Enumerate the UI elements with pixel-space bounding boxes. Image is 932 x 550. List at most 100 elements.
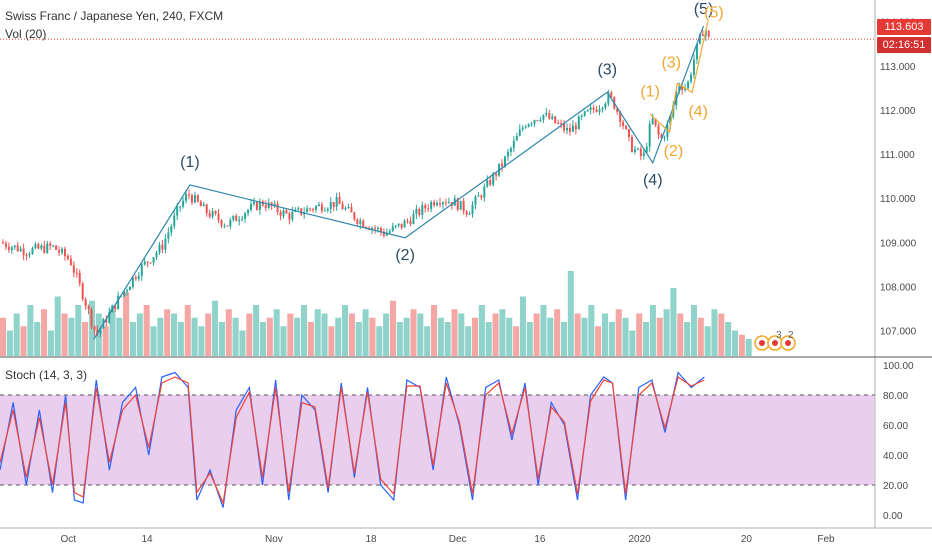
candle-body: [205, 204, 208, 214]
candle-body: [397, 223, 400, 226]
candle-body: [300, 208, 303, 215]
candle-body: [291, 211, 294, 220]
candle-body: [22, 248, 25, 256]
candle-body: [190, 195, 193, 203]
candle-body: [412, 214, 415, 224]
chart-title: Swiss Franc / Japanese Yen, 240, FXCM: [5, 9, 224, 23]
candle-body: [161, 244, 164, 250]
price-tick-label: 112.000: [880, 106, 916, 117]
candle-body: [409, 220, 412, 224]
candle-body: [128, 286, 131, 291]
candle-body: [176, 206, 179, 216]
volume-bar: [731, 330, 739, 356]
candle-body: [595, 109, 598, 112]
candle-body: [512, 140, 515, 149]
price-tick-label: 109.000: [880, 238, 917, 249]
candle-body: [480, 195, 483, 198]
volume-bar: [417, 313, 424, 356]
candle-body: [560, 123, 563, 125]
volume-bar: [177, 322, 184, 356]
volume-bar: [348, 313, 355, 356]
candle-body: [365, 227, 368, 229]
volume-bar: [13, 313, 20, 356]
volume-bar: [472, 317, 479, 356]
candle-body: [158, 244, 161, 253]
candle-body: [258, 201, 261, 210]
candle-body: [87, 305, 90, 310]
candle-body: [533, 120, 536, 124]
candle-body: [400, 223, 403, 228]
candle-body: [131, 277, 134, 287]
volume-bar: [20, 326, 27, 356]
volume-bar: [622, 317, 629, 356]
volume-bar: [218, 322, 225, 356]
candle-body: [403, 220, 406, 228]
volume-bar: [232, 317, 239, 356]
candle-body: [202, 204, 205, 207]
volume-bar: [362, 309, 369, 356]
candle-body: [610, 92, 613, 97]
time-tick-label: Nov: [265, 534, 283, 545]
candle-body: [542, 114, 545, 120]
price-tick-label: 108.000: [880, 282, 917, 293]
candle-body: [530, 123, 533, 125]
volume-bar: [280, 326, 287, 356]
volume-bar: [602, 313, 609, 356]
candle-body: [137, 275, 140, 279]
candle-body: [46, 243, 49, 253]
candle-body: [182, 200, 185, 207]
volume-bar: [266, 317, 273, 356]
candle-body: [217, 213, 220, 221]
volume-bar: [519, 296, 526, 356]
candle-body: [654, 118, 657, 126]
candle-body: [580, 115, 583, 117]
candle-body: [695, 43, 698, 60]
volume-bar: [588, 305, 595, 356]
candle-body: [252, 201, 255, 205]
candle-body: [140, 264, 143, 276]
candle-body: [459, 200, 462, 210]
wave-label-secondary: (4): [688, 103, 708, 120]
candle-body: [707, 30, 710, 37]
candle-body: [214, 211, 217, 214]
volume-bar: [273, 309, 280, 356]
time-tick-label: Feb: [817, 534, 835, 545]
event-marker-dot: [772, 340, 778, 346]
volume-bar: [184, 305, 191, 356]
volume-bar: [636, 313, 643, 356]
volume-bar: [465, 326, 472, 356]
candle-body: [31, 248, 34, 254]
event-marker-count: 2: [788, 330, 794, 341]
volume-bar: [554, 309, 561, 356]
candle-body: [474, 196, 477, 205]
volume-bar: [47, 330, 54, 356]
candle-body: [25, 255, 28, 257]
candle-body: [66, 256, 69, 259]
time-tick-label: 18: [365, 534, 377, 545]
volume-bar: [157, 317, 164, 356]
volume-bar: [150, 326, 157, 356]
volume-bar: [246, 313, 253, 356]
candle-body: [72, 265, 75, 273]
stoch-label: Stoch (14, 3, 3): [5, 368, 88, 382]
candle-body: [601, 107, 604, 110]
candle-body: [566, 128, 568, 131]
volume-bar: [0, 317, 7, 356]
candle-body: [58, 249, 61, 253]
candle-body: [468, 213, 471, 215]
volume-bar: [34, 322, 41, 356]
candle-body: [669, 116, 672, 125]
volume-bar: [533, 313, 540, 356]
price-tick-label: 110.000: [880, 194, 916, 205]
candle-body: [232, 215, 235, 220]
volume-bar: [704, 326, 711, 356]
price-tick-label: 107.000: [880, 327, 917, 338]
volume-bar: [670, 288, 677, 356]
volume-bar: [75, 305, 82, 356]
volume-bar: [738, 334, 745, 356]
candle-body: [241, 218, 244, 220]
wave-label-primary: (2): [395, 247, 415, 264]
candle-body: [341, 203, 344, 210]
candle-body: [687, 81, 690, 89]
